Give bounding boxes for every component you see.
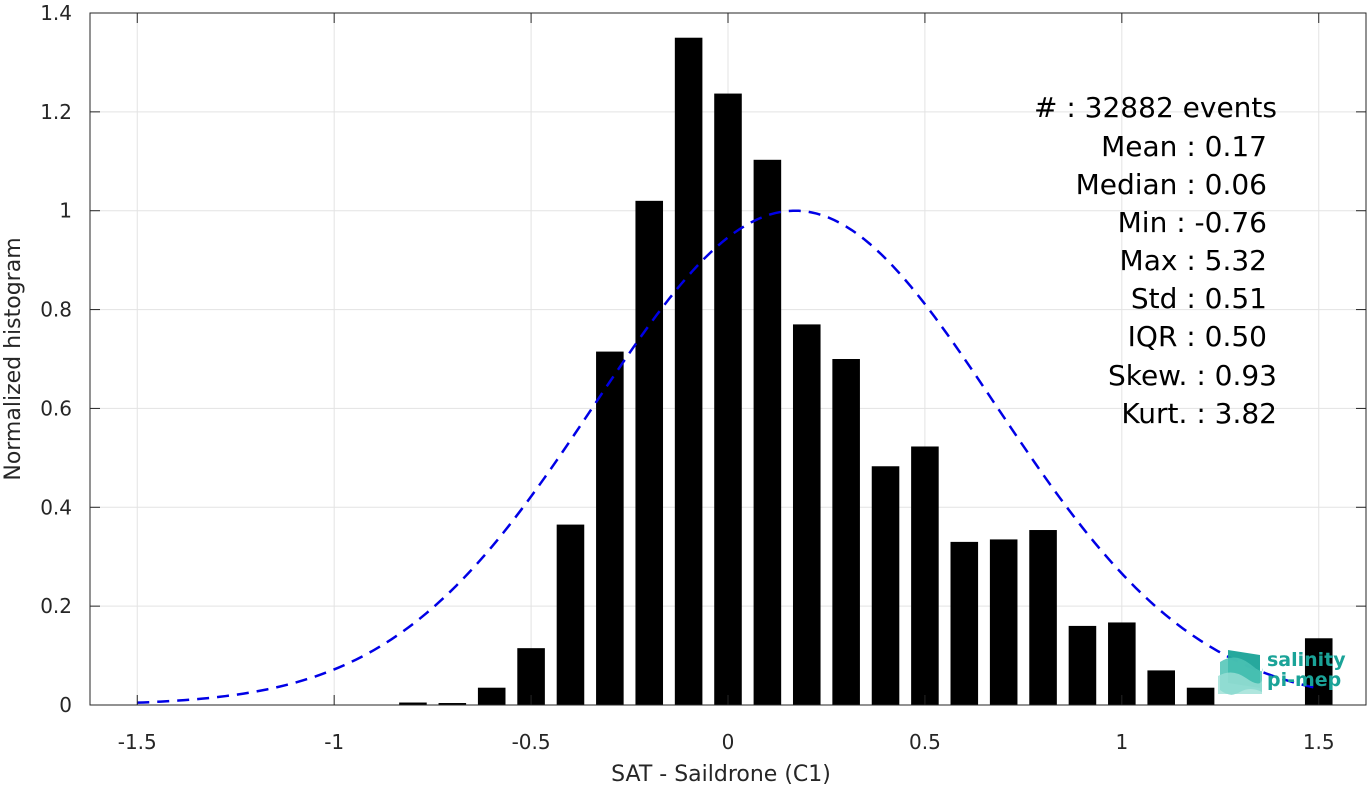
y-tick-label-4: 0.8 [40, 298, 72, 322]
histogram-bar-16 [1029, 530, 1057, 705]
y-tick-label-6: 1.2 [40, 100, 72, 124]
logo-text-line1: salinity [1267, 649, 1346, 671]
stat-min: Min : -0.76 [1118, 206, 1267, 239]
histogram-bar-7 [674, 37, 703, 705]
gaussian-fit-curve [137, 209, 1320, 704]
histogram-bars [399, 37, 1333, 706]
histogram-bar-4 [556, 524, 585, 705]
y-tick-label-2: 0.4 [40, 495, 72, 519]
histogram-bar-15 [989, 539, 1018, 705]
histogram-bar-13 [911, 446, 939, 705]
tick-labels: -1.5 -1 -0.5 0 0.5 1 1.5 0 0.2 0.4 0.6 0.8 1 1.2 1.4 [40, 1, 1334, 754]
histogram-bar-6 [635, 200, 664, 706]
logo-wave-icon [1218, 650, 1263, 695]
gaussian-fit-line [137, 209, 1320, 704]
histogram-bar-19 [1147, 670, 1175, 705]
stat-events: # : 32882 events [1034, 91, 1277, 124]
x-tick-label-1: -1 [324, 730, 344, 754]
x-tick-label-2: -0.5 [512, 730, 551, 754]
histogram-bar-20 [1186, 687, 1215, 705]
histogram-bar-11 [832, 359, 860, 705]
histogram-bar-9 [753, 159, 782, 705]
y-tick-label-7: 1.4 [40, 1, 72, 25]
x-tick-label-6: 1.5 [1303, 730, 1335, 754]
x-tick-label-5: 1 [1115, 730, 1128, 754]
histogram-bar-21 [1304, 638, 1333, 705]
stat-max: Max : 5.32 [1120, 244, 1267, 277]
salinity-pi-mep-logo: salinity pi-mep [1218, 649, 1346, 695]
histogram-bar-0 [399, 702, 427, 705]
histogram-bar-14 [950, 541, 979, 705]
stat-iqr: IQR : 0.50 [1128, 320, 1267, 353]
histogram-bar-18 [1108, 622, 1136, 705]
x-axis-label: SAT - Saildrone (C1) [611, 762, 831, 785]
histogram-bar-8 [714, 93, 742, 705]
statistics-box: # : 32882 events Mean : 0.17 Median : 0.… [1034, 91, 1277, 430]
stat-std: Std : 0.51 [1131, 282, 1267, 315]
histogram-bar-2 [477, 687, 506, 705]
x-tick-label-4: 0.5 [909, 730, 941, 754]
y-tick-label-5: 1 [59, 199, 72, 223]
histogram-bar-10 [792, 324, 821, 705]
histogram-bar-12 [871, 466, 900, 705]
histogram-bar-5 [596, 351, 624, 705]
x-tick-label-0: -1.5 [118, 730, 157, 754]
y-tick-label-3: 0.6 [40, 396, 72, 420]
y-tick-label-1: 0.2 [40, 594, 72, 618]
histogram-bar-17 [1068, 625, 1097, 705]
y-axis-label: Normalized histogram [1, 237, 26, 480]
stat-median: Median : 0.06 [1076, 168, 1267, 201]
y-tick-label-0: 0 [59, 693, 72, 717]
x-tick-label-3: 0 [722, 730, 735, 754]
axes [89, 12, 1367, 706]
stat-skewness: Skew. : 0.93 [1108, 359, 1277, 392]
logo-text-line2: pi-mep [1267, 669, 1341, 691]
stat-mean: Mean : 0.17 [1101, 130, 1267, 163]
stat-kurtosis: Kurt. : 3.82 [1121, 397, 1277, 430]
histogram-bar-1 [438, 703, 467, 705]
